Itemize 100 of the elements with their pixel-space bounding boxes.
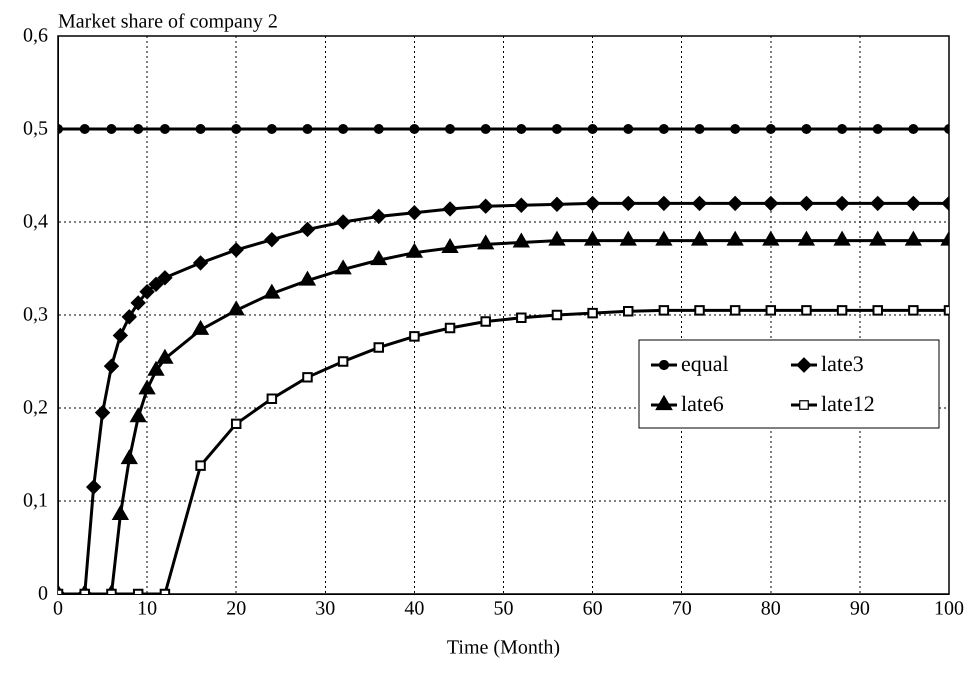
point bbox=[193, 255, 208, 270]
point bbox=[552, 124, 562, 134]
point bbox=[130, 295, 146, 310]
point bbox=[834, 196, 850, 211]
point bbox=[95, 405, 110, 420]
legend-label: late6 bbox=[681, 390, 724, 416]
point bbox=[442, 201, 458, 216]
point bbox=[872, 124, 883, 134]
point bbox=[444, 322, 456, 334]
point bbox=[133, 124, 144, 134]
point bbox=[338, 356, 348, 367]
y-tick-label: 0,4 bbox=[23, 210, 48, 232]
x-tick-label: 10 bbox=[137, 597, 158, 620]
point bbox=[264, 232, 280, 248]
point bbox=[445, 124, 456, 134]
x-axis-title: Time (Month) bbox=[446, 636, 560, 658]
point bbox=[694, 124, 705, 134]
point bbox=[160, 124, 170, 134]
y-tick-label: 0 bbox=[38, 582, 48, 604]
point bbox=[104, 358, 119, 374]
point bbox=[908, 124, 918, 134]
point bbox=[620, 196, 636, 211]
point bbox=[908, 305, 919, 316]
legend-label: late3 bbox=[821, 350, 864, 376]
point bbox=[801, 124, 812, 134]
point bbox=[228, 242, 244, 258]
legend-label: late12 bbox=[821, 390, 875, 416]
x-tick-label: 20 bbox=[226, 597, 246, 620]
point bbox=[763, 196, 778, 211]
point bbox=[552, 310, 562, 320]
point bbox=[766, 305, 776, 316]
point bbox=[514, 198, 529, 213]
point bbox=[730, 305, 740, 316]
point bbox=[870, 196, 886, 211]
point bbox=[656, 196, 672, 211]
point bbox=[906, 196, 921, 211]
point bbox=[409, 331, 420, 342]
point bbox=[374, 342, 384, 353]
point bbox=[122, 309, 137, 324]
y-tick-label: 0,2 bbox=[23, 396, 48, 418]
point bbox=[196, 124, 206, 134]
point bbox=[694, 305, 705, 316]
point bbox=[801, 305, 812, 316]
x-tick-label: 50 bbox=[494, 597, 514, 620]
point bbox=[338, 124, 348, 134]
x-tick-label: 90 bbox=[850, 597, 870, 620]
y-tick-label: 0,6 bbox=[23, 24, 48, 46]
point bbox=[588, 124, 598, 134]
x-tick-label: 70 bbox=[672, 597, 692, 620]
point bbox=[371, 208, 386, 224]
point bbox=[836, 305, 848, 316]
point bbox=[658, 124, 669, 134]
x-tick-label: 0 bbox=[53, 597, 63, 620]
point bbox=[585, 196, 600, 211]
point bbox=[406, 205, 422, 220]
point bbox=[728, 196, 743, 211]
point bbox=[106, 124, 116, 134]
point bbox=[374, 124, 384, 134]
y-axis-title: Market share of company 2 bbox=[58, 10, 278, 32]
point bbox=[86, 480, 102, 495]
point bbox=[409, 124, 420, 134]
point bbox=[231, 124, 242, 134]
point bbox=[622, 306, 634, 317]
point bbox=[516, 312, 527, 324]
point bbox=[266, 124, 277, 134]
y-tick-label: 0,3 bbox=[23, 303, 48, 326]
y-tick-label: 0,5 bbox=[23, 117, 48, 140]
point bbox=[112, 328, 128, 343]
point bbox=[266, 393, 278, 404]
point bbox=[300, 222, 315, 237]
point bbox=[766, 124, 776, 134]
y-tick-label: 0,1 bbox=[23, 489, 48, 512]
x-tick-label: 80 bbox=[760, 597, 781, 620]
point bbox=[157, 270, 172, 286]
point bbox=[872, 305, 883, 316]
point bbox=[195, 460, 206, 471]
point bbox=[730, 124, 740, 134]
point bbox=[549, 196, 564, 212]
point bbox=[302, 124, 312, 134]
legend-label: equal bbox=[681, 350, 729, 376]
point bbox=[798, 196, 814, 211]
point bbox=[230, 418, 242, 430]
x-tick-label: 30 bbox=[315, 597, 336, 620]
point bbox=[80, 124, 90, 134]
point bbox=[658, 305, 670, 316]
point bbox=[478, 198, 494, 214]
x-tick-label: 60 bbox=[582, 597, 603, 620]
point bbox=[516, 124, 526, 134]
point bbox=[692, 196, 708, 211]
point bbox=[140, 284, 155, 300]
point bbox=[837, 124, 848, 134]
point bbox=[623, 124, 634, 134]
point bbox=[336, 214, 351, 230]
point bbox=[148, 276, 164, 292]
x-tick-label: 100 bbox=[934, 597, 964, 620]
x-tick-label: 40 bbox=[404, 597, 424, 620]
point bbox=[587, 308, 598, 318]
point bbox=[480, 124, 491, 134]
point bbox=[302, 372, 313, 383]
point bbox=[480, 316, 491, 327]
